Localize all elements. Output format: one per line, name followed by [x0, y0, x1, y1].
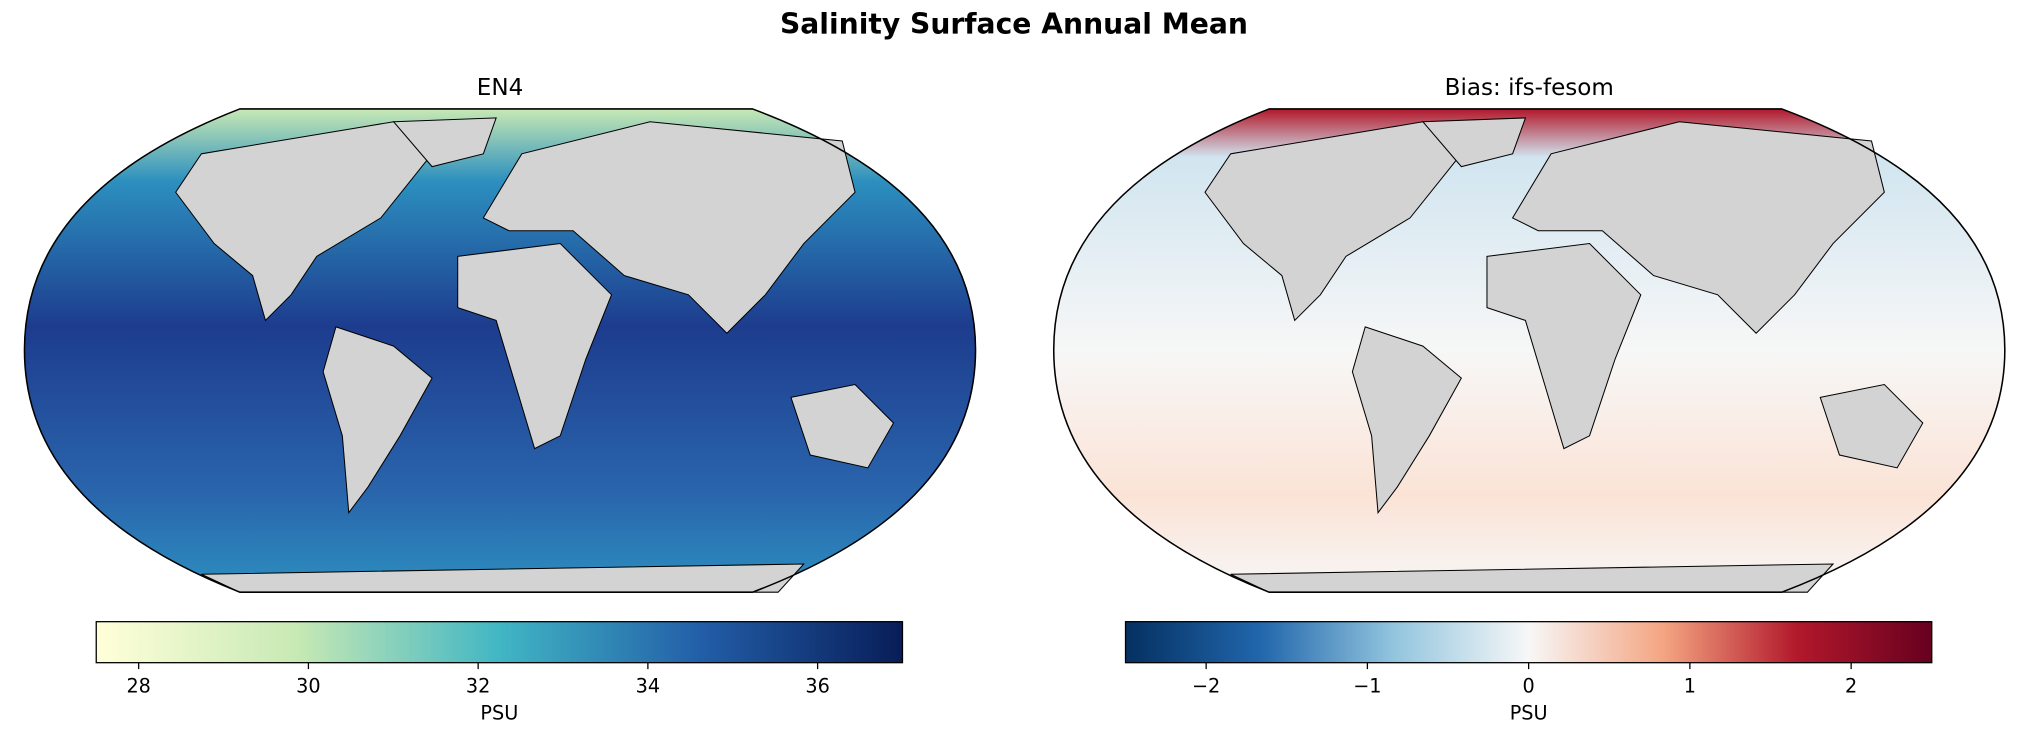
- tick-label: 32: [466, 675, 490, 698]
- colorbar-label: PSU: [480, 701, 518, 724]
- map-panel: [1052, 108, 2006, 593]
- tick-label: −2: [1192, 675, 1220, 698]
- tick-label: 2: [1845, 675, 1857, 698]
- tick-label: −1: [1353, 675, 1381, 698]
- tick-label: 0: [1523, 675, 1535, 698]
- tick-label: 30: [296, 675, 320, 698]
- figure-title: Salinity Surface Annual Mean: [780, 8, 1248, 41]
- colorbar: [95, 621, 904, 664]
- tick-label: 1: [1684, 675, 1696, 698]
- colorbar: [1124, 621, 1933, 664]
- tick-label: 36: [805, 675, 829, 698]
- map-panel: [23, 108, 977, 593]
- panel-title: Bias: ifs-fesom: [1445, 75, 1614, 101]
- panel-title: EN4: [477, 75, 524, 101]
- colorbar-label: PSU: [1510, 701, 1548, 724]
- tick-label: 28: [126, 675, 150, 698]
- tick-label: 34: [636, 675, 660, 698]
